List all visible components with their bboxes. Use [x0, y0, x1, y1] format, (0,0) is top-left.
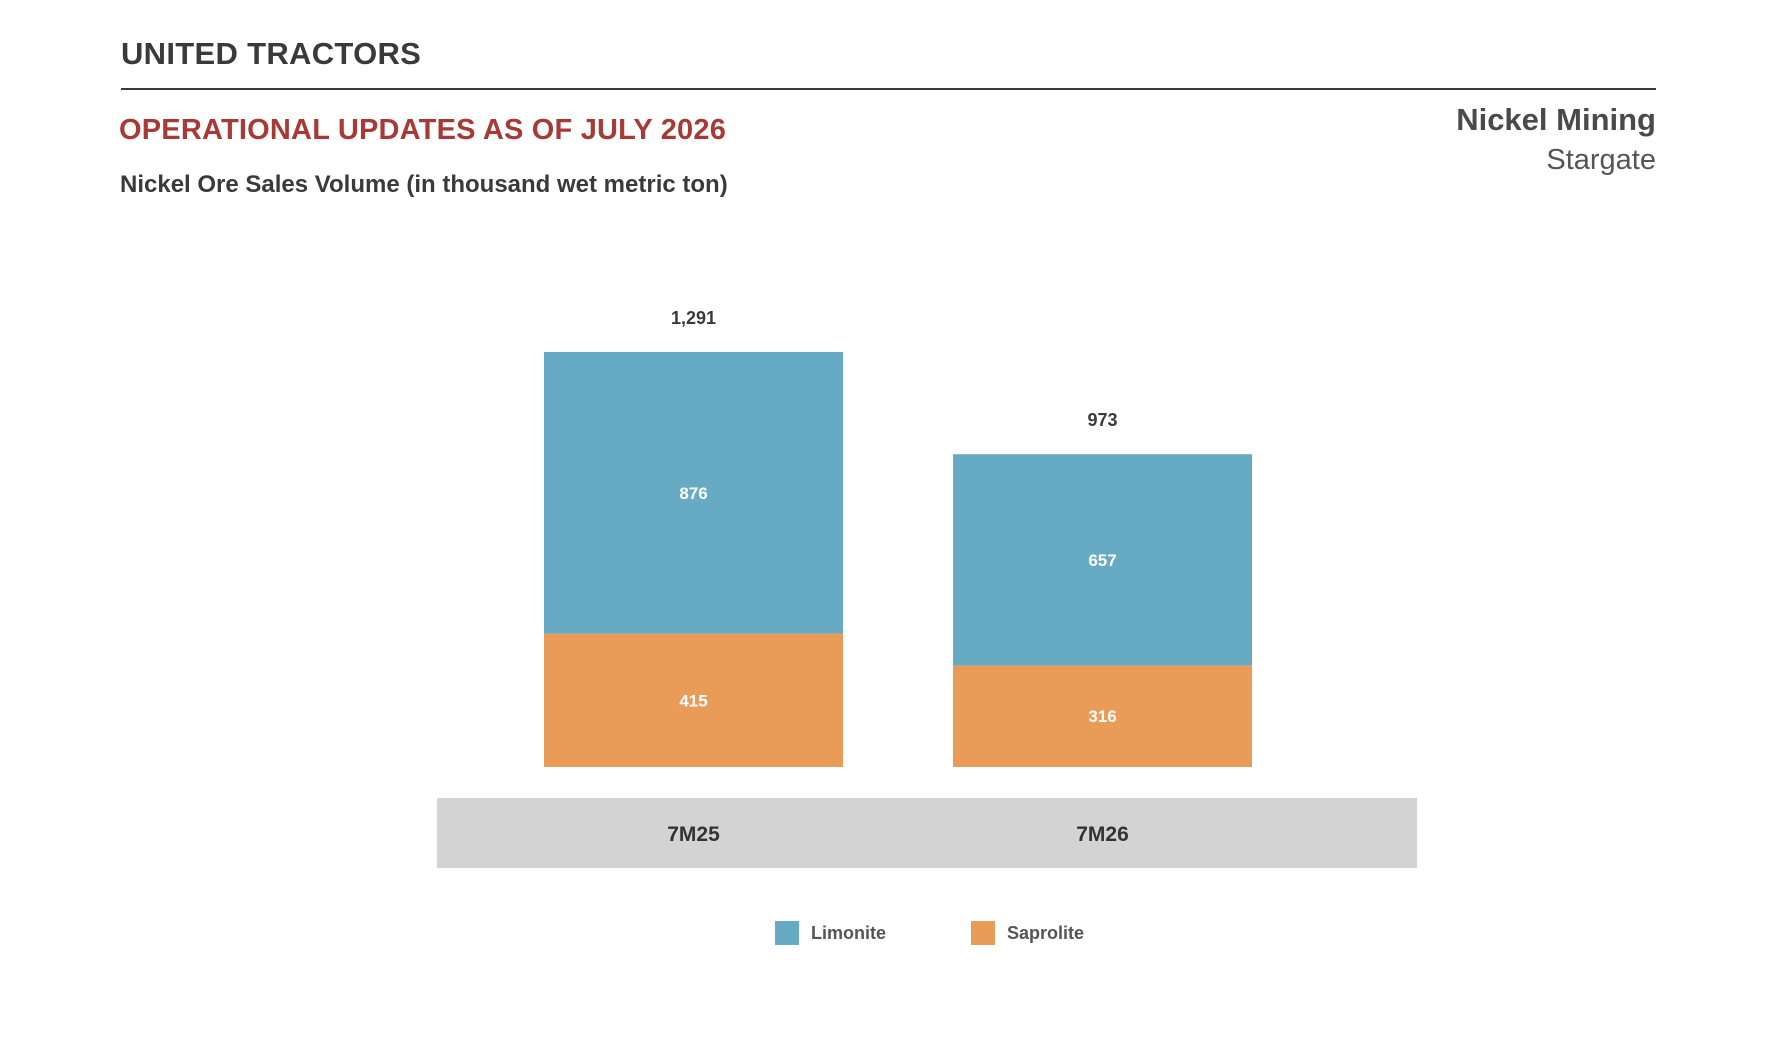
legend-swatch-saprolite — [971, 921, 995, 945]
segment-subtitle: Stargate — [1546, 144, 1656, 176]
data-label-limonite-7m25: 876 — [679, 484, 707, 503]
data-label-limonite-7m26: 657 — [1088, 551, 1116, 570]
data-label-saprolite-7m26: 316 — [1088, 707, 1116, 726]
total-label-7m26: 973 — [1087, 410, 1117, 430]
bar-saprolite-7m26 — [953, 665, 1252, 767]
category-label-7m26: 7M26 — [1076, 823, 1129, 846]
header-divider — [121, 88, 1656, 90]
legend-item-limonite: Limonite — [775, 920, 886, 946]
chart-title: Nickel Ore Sales Volume (in thousand wet… — [120, 171, 728, 198]
category-axis-band — [437, 798, 1417, 868]
bar-limonite-7m26 — [953, 454, 1252, 666]
legend-item-saprolite: Saprolite — [971, 920, 1084, 946]
brand-title: UNITED TRACTORS — [121, 36, 422, 71]
bar-limonite-7m25 — [544, 352, 843, 634]
total-label-7m25: 1,291 — [671, 308, 716, 328]
legend-label-limonite: Limonite — [811, 922, 886, 943]
legend-swatch-limonite — [775, 921, 799, 945]
stacked-bar-chart: 415 876 1,291 7M25 316 657 973 7M26 — [437, 308, 1417, 868]
bar-saprolite-7m25 — [544, 633, 843, 767]
chart-legend: Limonite Saprolite — [0, 920, 1776, 946]
legend-label-saprolite: Saprolite — [1007, 922, 1085, 943]
section-title: OPERATIONAL UPDATES AS OF JULY 2026 — [119, 114, 727, 146]
category-label-7m25: 7M25 — [667, 823, 720, 846]
data-label-saprolite-7m25: 415 — [679, 691, 707, 710]
segment-title: Nickel Mining — [1456, 102, 1656, 137]
